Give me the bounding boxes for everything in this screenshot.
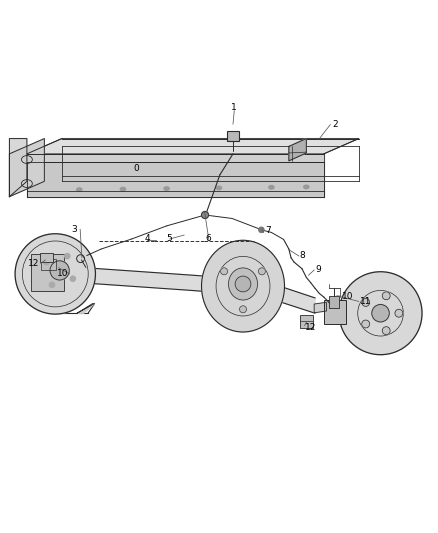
- Circle shape: [395, 309, 403, 317]
- Polygon shape: [77, 304, 95, 313]
- Polygon shape: [86, 268, 315, 313]
- FancyBboxPatch shape: [227, 131, 239, 141]
- Polygon shape: [314, 302, 326, 313]
- FancyBboxPatch shape: [300, 314, 313, 328]
- Polygon shape: [27, 161, 324, 197]
- Text: 8: 8: [300, 251, 306, 260]
- Text: 11: 11: [360, 297, 371, 306]
- Text: 10: 10: [342, 292, 353, 301]
- Text: 2: 2: [332, 120, 338, 129]
- Polygon shape: [27, 154, 324, 161]
- Circle shape: [235, 276, 251, 292]
- Circle shape: [201, 212, 208, 219]
- Polygon shape: [289, 139, 306, 161]
- Circle shape: [362, 320, 370, 328]
- Circle shape: [339, 272, 422, 354]
- Circle shape: [70, 276, 75, 281]
- FancyBboxPatch shape: [324, 300, 346, 324]
- Text: 12: 12: [28, 259, 39, 268]
- Ellipse shape: [216, 186, 222, 190]
- Circle shape: [382, 327, 390, 335]
- Circle shape: [15, 234, 95, 314]
- Text: 6: 6: [205, 233, 211, 243]
- Text: 7: 7: [265, 226, 271, 235]
- Text: 5: 5: [166, 233, 172, 243]
- Text: 10: 10: [57, 269, 68, 278]
- FancyBboxPatch shape: [31, 254, 64, 292]
- Polygon shape: [10, 139, 27, 197]
- Circle shape: [44, 260, 49, 265]
- Circle shape: [362, 298, 370, 306]
- Circle shape: [240, 306, 247, 313]
- Ellipse shape: [304, 185, 309, 189]
- Circle shape: [50, 261, 69, 280]
- Circle shape: [49, 282, 55, 287]
- Circle shape: [372, 304, 389, 322]
- FancyBboxPatch shape: [41, 259, 56, 270]
- Text: 4: 4: [144, 233, 150, 243]
- Text: 0: 0: [133, 164, 139, 173]
- FancyBboxPatch shape: [40, 253, 53, 262]
- Ellipse shape: [77, 188, 82, 191]
- Circle shape: [221, 268, 228, 275]
- Ellipse shape: [229, 268, 258, 300]
- Ellipse shape: [120, 188, 126, 191]
- Ellipse shape: [201, 240, 285, 332]
- FancyBboxPatch shape: [329, 296, 339, 308]
- Ellipse shape: [269, 185, 274, 189]
- Text: 12: 12: [305, 323, 317, 332]
- Text: 1: 1: [231, 103, 237, 111]
- Text: 9: 9: [315, 265, 321, 274]
- Circle shape: [259, 227, 264, 232]
- Polygon shape: [27, 139, 359, 154]
- Text: 3: 3: [71, 225, 77, 234]
- Circle shape: [65, 253, 70, 259]
- Circle shape: [382, 292, 390, 300]
- Circle shape: [258, 268, 265, 275]
- Ellipse shape: [164, 187, 169, 190]
- Polygon shape: [10, 139, 44, 197]
